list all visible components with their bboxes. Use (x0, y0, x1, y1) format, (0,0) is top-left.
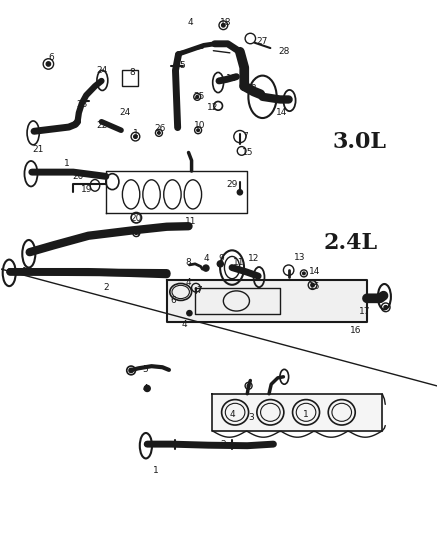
Circle shape (144, 385, 150, 392)
Text: 27: 27 (257, 37, 268, 46)
Text: 4: 4 (142, 384, 148, 393)
Text: 16: 16 (226, 74, 238, 83)
Text: 22: 22 (96, 122, 107, 131)
Text: 3.0L: 3.0L (332, 131, 386, 153)
Circle shape (46, 62, 50, 66)
Circle shape (197, 129, 199, 132)
Text: 21: 21 (33, 146, 44, 155)
Text: 17: 17 (359, 307, 371, 316)
Text: 24: 24 (120, 108, 131, 117)
Circle shape (196, 95, 198, 98)
Text: 3: 3 (249, 413, 254, 422)
Text: 24: 24 (96, 66, 107, 75)
Text: 7: 7 (242, 132, 248, 141)
Text: 14: 14 (276, 108, 288, 117)
Text: 6: 6 (170, 296, 176, 305)
Text: 5: 5 (179, 61, 185, 69)
Circle shape (203, 265, 209, 271)
Circle shape (129, 368, 133, 373)
Text: 8: 8 (129, 68, 135, 77)
Text: 18: 18 (246, 84, 258, 93)
Text: 7: 7 (197, 286, 202, 295)
Text: 12: 12 (207, 103, 218, 112)
Text: 4: 4 (188, 18, 194, 27)
Text: 26: 26 (155, 124, 166, 133)
Circle shape (303, 272, 305, 274)
Circle shape (247, 384, 250, 387)
Text: 8: 8 (186, 258, 191, 266)
Text: 28: 28 (279, 47, 290, 56)
Text: 15: 15 (309, 282, 321, 291)
Bar (122, 70, 138, 86)
Text: 2: 2 (221, 440, 226, 449)
Text: 11: 11 (233, 258, 244, 266)
Text: 23: 23 (76, 100, 88, 109)
Text: 1: 1 (64, 159, 70, 167)
Text: 4: 4 (186, 278, 191, 287)
Text: 25: 25 (194, 92, 205, 101)
Text: 2.4L: 2.4L (323, 232, 378, 254)
Text: 11: 11 (185, 217, 197, 226)
Text: 1: 1 (303, 410, 309, 419)
Text: 3: 3 (134, 230, 139, 239)
Text: 2: 2 (103, 283, 109, 292)
Circle shape (311, 284, 314, 287)
Text: 4: 4 (229, 410, 235, 419)
Text: 4: 4 (181, 320, 187, 329)
Circle shape (222, 23, 225, 27)
Circle shape (158, 132, 160, 134)
Circle shape (135, 232, 138, 235)
Text: 19: 19 (81, 185, 92, 194)
Text: 15: 15 (241, 148, 253, 157)
Text: 19: 19 (22, 268, 33, 276)
Circle shape (384, 305, 388, 309)
Circle shape (134, 135, 137, 139)
Text: 20: 20 (131, 214, 142, 223)
Text: 4: 4 (203, 254, 209, 263)
Text: 14: 14 (309, 268, 321, 276)
Text: 6: 6 (49, 53, 54, 62)
Polygon shape (212, 394, 382, 431)
Text: 1: 1 (153, 466, 159, 475)
Text: 20: 20 (72, 172, 83, 181)
Text: 16: 16 (350, 326, 362, 335)
Text: 29: 29 (226, 180, 238, 189)
Polygon shape (167, 280, 367, 322)
Text: 13: 13 (294, 253, 305, 262)
Circle shape (217, 261, 223, 267)
Text: 1: 1 (134, 130, 139, 139)
Text: 9: 9 (218, 254, 224, 263)
Text: 18: 18 (220, 18, 231, 27)
Circle shape (187, 311, 192, 316)
Text: 10: 10 (194, 122, 205, 131)
Text: 12: 12 (248, 254, 259, 263)
Text: 5: 5 (142, 366, 148, 374)
Circle shape (237, 190, 243, 195)
